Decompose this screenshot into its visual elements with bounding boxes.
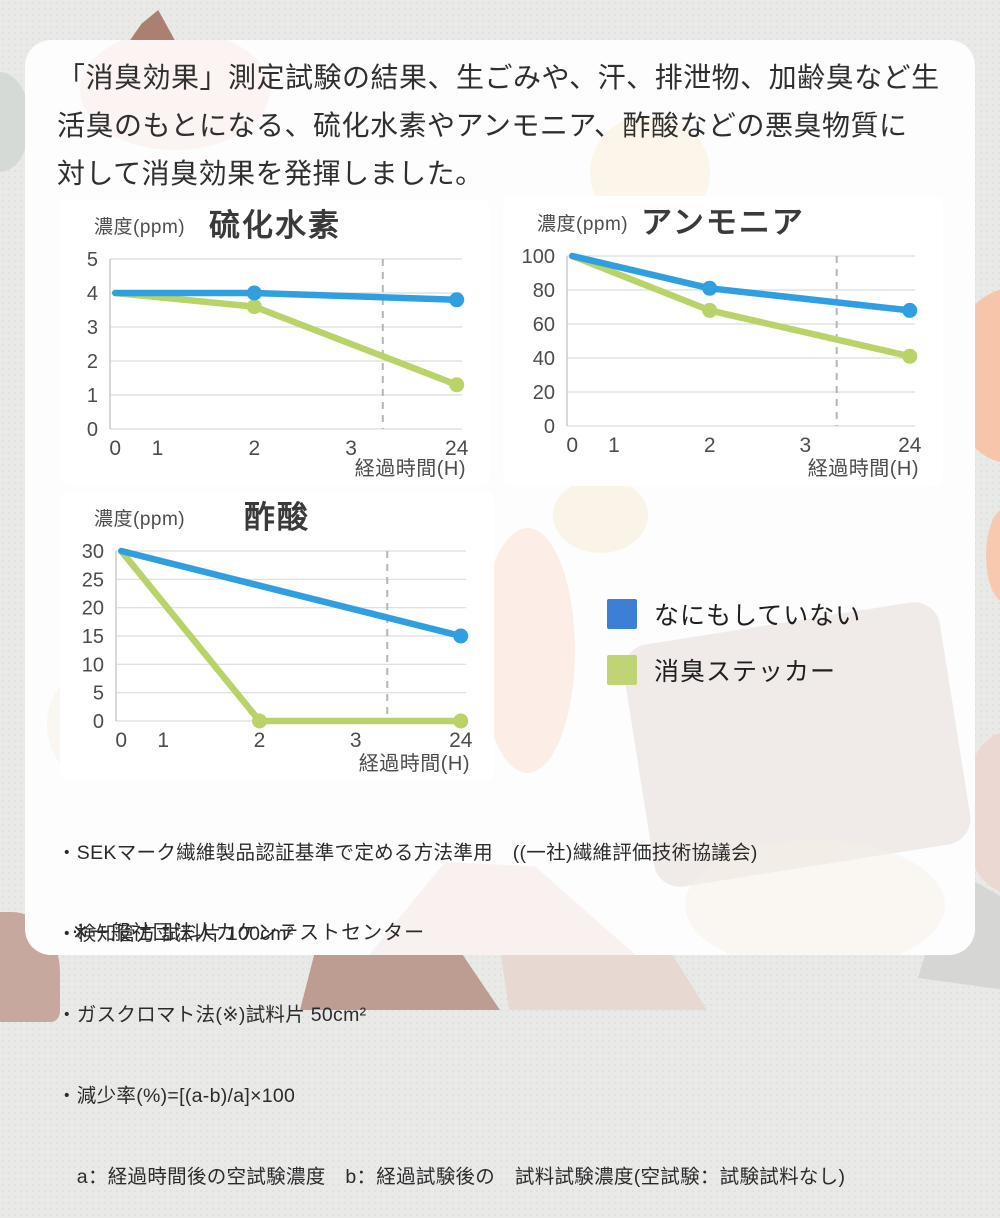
line-chart-acetic-acid: 0 5 10 15 20 25 30 0 1 2 3 24 <box>82 541 473 752</box>
y-axis-label: 濃度(ppm) <box>94 509 186 530</box>
svg-text:2: 2 <box>704 434 716 456</box>
svg-text:60: 60 <box>533 314 555 336</box>
chart-legend: なにもしていない 消臭ステッカー <box>607 596 861 708</box>
footnotes: ・SEKマーク繊維製品認証基準で定める方法準用 ((一社)繊維評価技術協議会) … <box>57 786 937 1218</box>
footnote-line: ・検知管方 試料片 100cm² <box>57 923 294 945</box>
chart-card-hydrogen-sulfide: 濃度(ppm) 硫化水素 0 1 2 3 4 5 0 1 2 3 24 経過時間(H) <box>60 199 490 486</box>
svg-text:24: 24 <box>449 729 473 751</box>
svg-text:5: 5 <box>87 249 98 271</box>
footnote-line: ・ガスクロマト法(※)試料片 50cm² <box>57 1004 367 1026</box>
y-axis-label: 濃度(ppm) <box>94 217 186 238</box>
legend-item-untreated: なにもしていない <box>607 596 861 632</box>
svg-text:3: 3 <box>800 434 812 456</box>
panel-deco-cream-middle <box>553 478 648 553</box>
svg-text:25: 25 <box>82 569 104 591</box>
chart-card-ammonia: 濃度(ppm) アンモニア 0 20 40 60 80 100 0 1 2 3 24 経過時間(H) <box>503 196 943 486</box>
footnote-line: a：経過時間後の空試験濃度 b：経過試験後の 試料試験濃度(空試験：試験試料なし… <box>57 1166 846 1188</box>
svg-text:1: 1 <box>87 385 98 407</box>
svg-text:40: 40 <box>533 348 555 370</box>
panel-deco-cream-footer-right <box>685 840 945 955</box>
svg-text:5: 5 <box>93 683 104 705</box>
svg-text:0: 0 <box>566 434 578 456</box>
svg-text:3: 3 <box>87 317 98 339</box>
svg-text:20: 20 <box>82 598 104 620</box>
legend-label: 消臭ステッカー <box>654 658 837 686</box>
footnote-line: ・SEKマーク繊維製品認証基準で定める方法準用 ((一社)繊維評価技術協議会) <box>57 842 758 864</box>
svg-text:0: 0 <box>93 711 104 733</box>
chart-card-acetic-acid: 濃度(ppm) 酢酸 0 5 10 15 20 25 30 0 1 2 3 24 経過時間(H) <box>60 491 494 781</box>
chart-header: 濃度(ppm) アンモニア <box>503 196 943 242</box>
legend-item-sticker: 消臭ステッカー <box>607 652 861 688</box>
terrazzo-salmon-crescent <box>986 508 1000 603</box>
chart-header: 濃度(ppm) 硫化水素 <box>60 199 490 245</box>
chart-title: 酢酸 <box>244 500 310 535</box>
svg-text:10: 10 <box>82 654 104 676</box>
intro-line: 対して消臭効果を発揮しました。 <box>57 158 484 189</box>
panel-deco-pink-legend-side <box>480 528 575 773</box>
svg-text:4: 4 <box>87 283 98 305</box>
deodorant-test-infographic: { "intro": { "lines": [ "「消臭効果」測定試験の結果、生… <box>0 0 1000 1188</box>
svg-text:100: 100 <box>522 246 555 268</box>
svg-text:24: 24 <box>898 434 922 456</box>
x-axis-label: 経過時間(H) <box>354 458 466 480</box>
legend-label: なにもしていない <box>654 602 862 630</box>
chart-header: 濃度(ppm) 酢酸 <box>60 491 494 537</box>
svg-text:1: 1 <box>157 729 169 751</box>
line-chart-ammonia: 0 20 40 60 80 100 0 1 2 3 24 <box>522 246 922 457</box>
svg-text:1: 1 <box>152 437 164 459</box>
svg-text:0: 0 <box>115 729 127 751</box>
svg-text:2: 2 <box>248 437 260 459</box>
line-chart-hydrogen-sulfide: 0 1 2 3 4 5 0 1 2 3 24 <box>87 249 469 460</box>
chart-title: 硫化水素 <box>209 208 341 243</box>
svg-text:2: 2 <box>254 729 266 751</box>
intro-line: 「消臭効果」測定試験の結果、生ごみや、汗、排泄物、加齢臭など生 <box>57 62 940 93</box>
svg-text:3: 3 <box>350 729 362 751</box>
svg-text:1: 1 <box>608 434 620 456</box>
x-axis-label: 経過時間(H) <box>807 458 919 480</box>
svg-text:30: 30 <box>82 541 104 563</box>
legend-swatch-blue <box>607 599 637 629</box>
svg-text:24: 24 <box>445 437 469 459</box>
y-axis-label: 濃度(ppm) <box>537 214 629 235</box>
svg-text:80: 80 <box>533 280 555 302</box>
svg-text:0: 0 <box>87 419 98 441</box>
legend-swatch-green <box>607 655 637 685</box>
svg-text:3: 3 <box>345 437 357 459</box>
intro-paragraph: 「消臭効果」測定試験の結果、生ごみや、汗、排泄物、加齢臭など生 活臭のもとになる… <box>57 54 952 198</box>
footnote-line: ・減少率(%)=[(a-b)/a]×100 <box>57 1085 296 1107</box>
intro-line: 活臭のもとになる、硫化水素やアンモニア、酢酸などの悪臭物質に <box>57 110 908 141</box>
svg-text:0: 0 <box>544 416 555 438</box>
svg-text:2: 2 <box>87 351 98 373</box>
svg-text:15: 15 <box>82 626 104 648</box>
x-axis-label: 経過時間(H) <box>358 753 470 775</box>
svg-text:20: 20 <box>533 382 555 404</box>
chart-title: アンモニア <box>641 205 805 240</box>
svg-text:0: 0 <box>109 437 121 459</box>
panel-deco-pink-top-left <box>80 40 270 150</box>
source-note: ※一般社団法人カケンテストセンター <box>72 922 426 944</box>
